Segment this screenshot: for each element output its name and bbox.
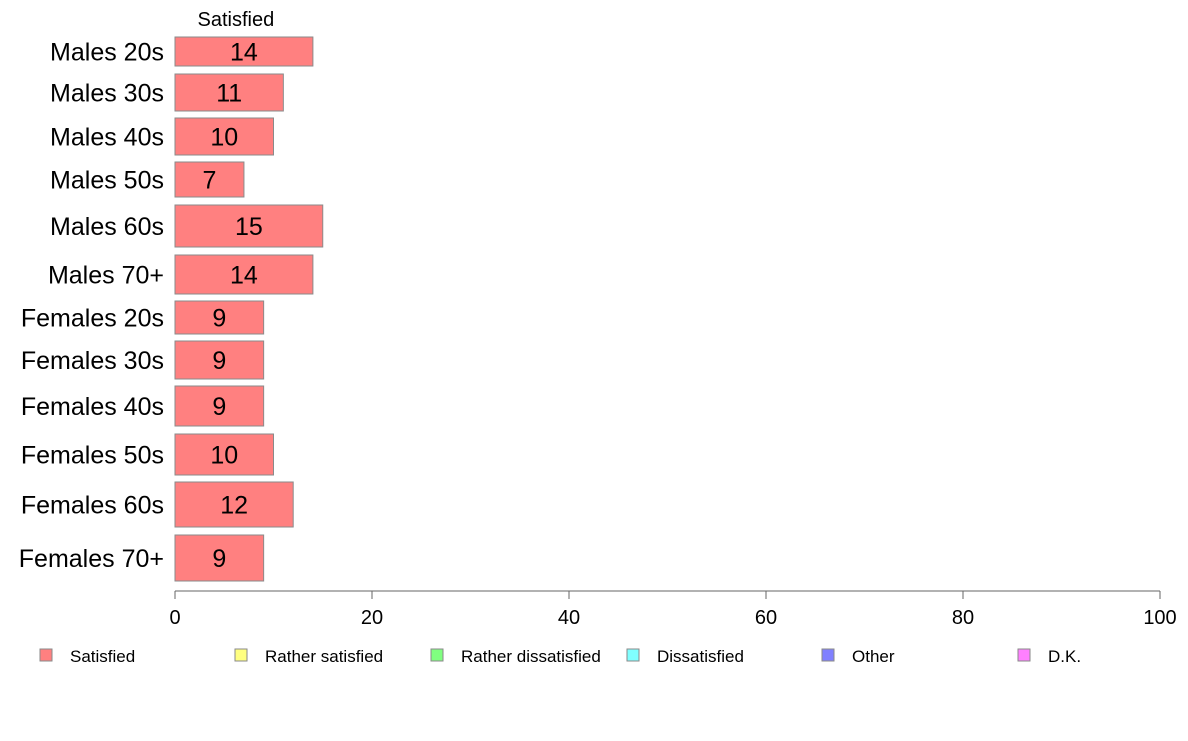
bar: [174, 36, 314, 67]
legend-swatch: [430, 648, 444, 662]
x-tick-label: 60: [755, 607, 777, 629]
category-label: Females 40s: [21, 393, 164, 421]
bar: [174, 433, 274, 476]
legend-label: Rather satisfied: [265, 647, 383, 666]
bar: [174, 300, 265, 335]
x-tick-label: 20: [361, 607, 383, 629]
data-label: 14: [230, 262, 258, 290]
bar: [174, 204, 324, 248]
data-label: 9: [212, 305, 226, 333]
category-label: Males 40s: [50, 124, 164, 152]
legend-swatch: [626, 648, 640, 662]
category-label: Males 50s: [50, 167, 164, 195]
bar: [174, 117, 274, 156]
category-label: Males 60s: [50, 213, 164, 241]
category-label: Females 60s: [21, 492, 164, 520]
data-label: 10: [210, 124, 238, 152]
category-label: Males 70+: [48, 262, 164, 290]
legend-swatch: [1017, 648, 1031, 662]
legend-label: Dissatisfied: [657, 647, 744, 666]
legend-swatch: [234, 648, 248, 662]
bar: [174, 340, 265, 380]
data-label: 10: [210, 442, 238, 470]
x-axis: 0 20 40 60 80 100: [169, 590, 1177, 629]
legend-label: D.K.: [1048, 647, 1081, 666]
x-tick-label: 100: [1143, 607, 1176, 629]
category-label: Females 30s: [21, 347, 164, 375]
x-tick-label: 40: [558, 607, 580, 629]
data-label: 14: [230, 39, 258, 67]
bar: [174, 73, 284, 112]
legend-swatch: [39, 648, 53, 662]
legend-label: Satisfied: [70, 647, 135, 666]
x-tick-label: 80: [952, 607, 974, 629]
category-label: Females 50s: [21, 442, 164, 470]
bar: [174, 534, 265, 582]
data-label: 9: [212, 347, 226, 375]
category-label: Females 20s: [21, 305, 164, 333]
data-label: 11: [216, 80, 242, 108]
legend-swatch: [821, 648, 835, 662]
bar: [174, 254, 314, 295]
category-label: Males 30s: [50, 80, 164, 108]
category-label: Females 70+: [19, 545, 164, 573]
column-headers: Satisfied: [198, 9, 275, 31]
column-header: Satisfied: [198, 9, 275, 31]
bar: [174, 161, 245, 198]
data-label: 9: [212, 545, 226, 573]
bar: [174, 385, 265, 427]
data-label: 7: [203, 167, 217, 195]
legend: Satisfied Rather satisfied Rather dissatis…: [39, 647, 1081, 666]
data-label: 15: [235, 213, 263, 241]
x-tick-label: 0: [169, 607, 180, 629]
legend-label: Rather dissatisfied: [461, 647, 601, 666]
legend-label: Other: [852, 647, 895, 666]
category-labels: Males 20s Males 30s Males 40s Males 50s Male…: [19, 39, 164, 574]
bar: [174, 481, 294, 528]
data-label: 12: [220, 492, 248, 520]
data-label: 9: [212, 393, 226, 421]
category-label: Males 20s: [50, 39, 164, 67]
